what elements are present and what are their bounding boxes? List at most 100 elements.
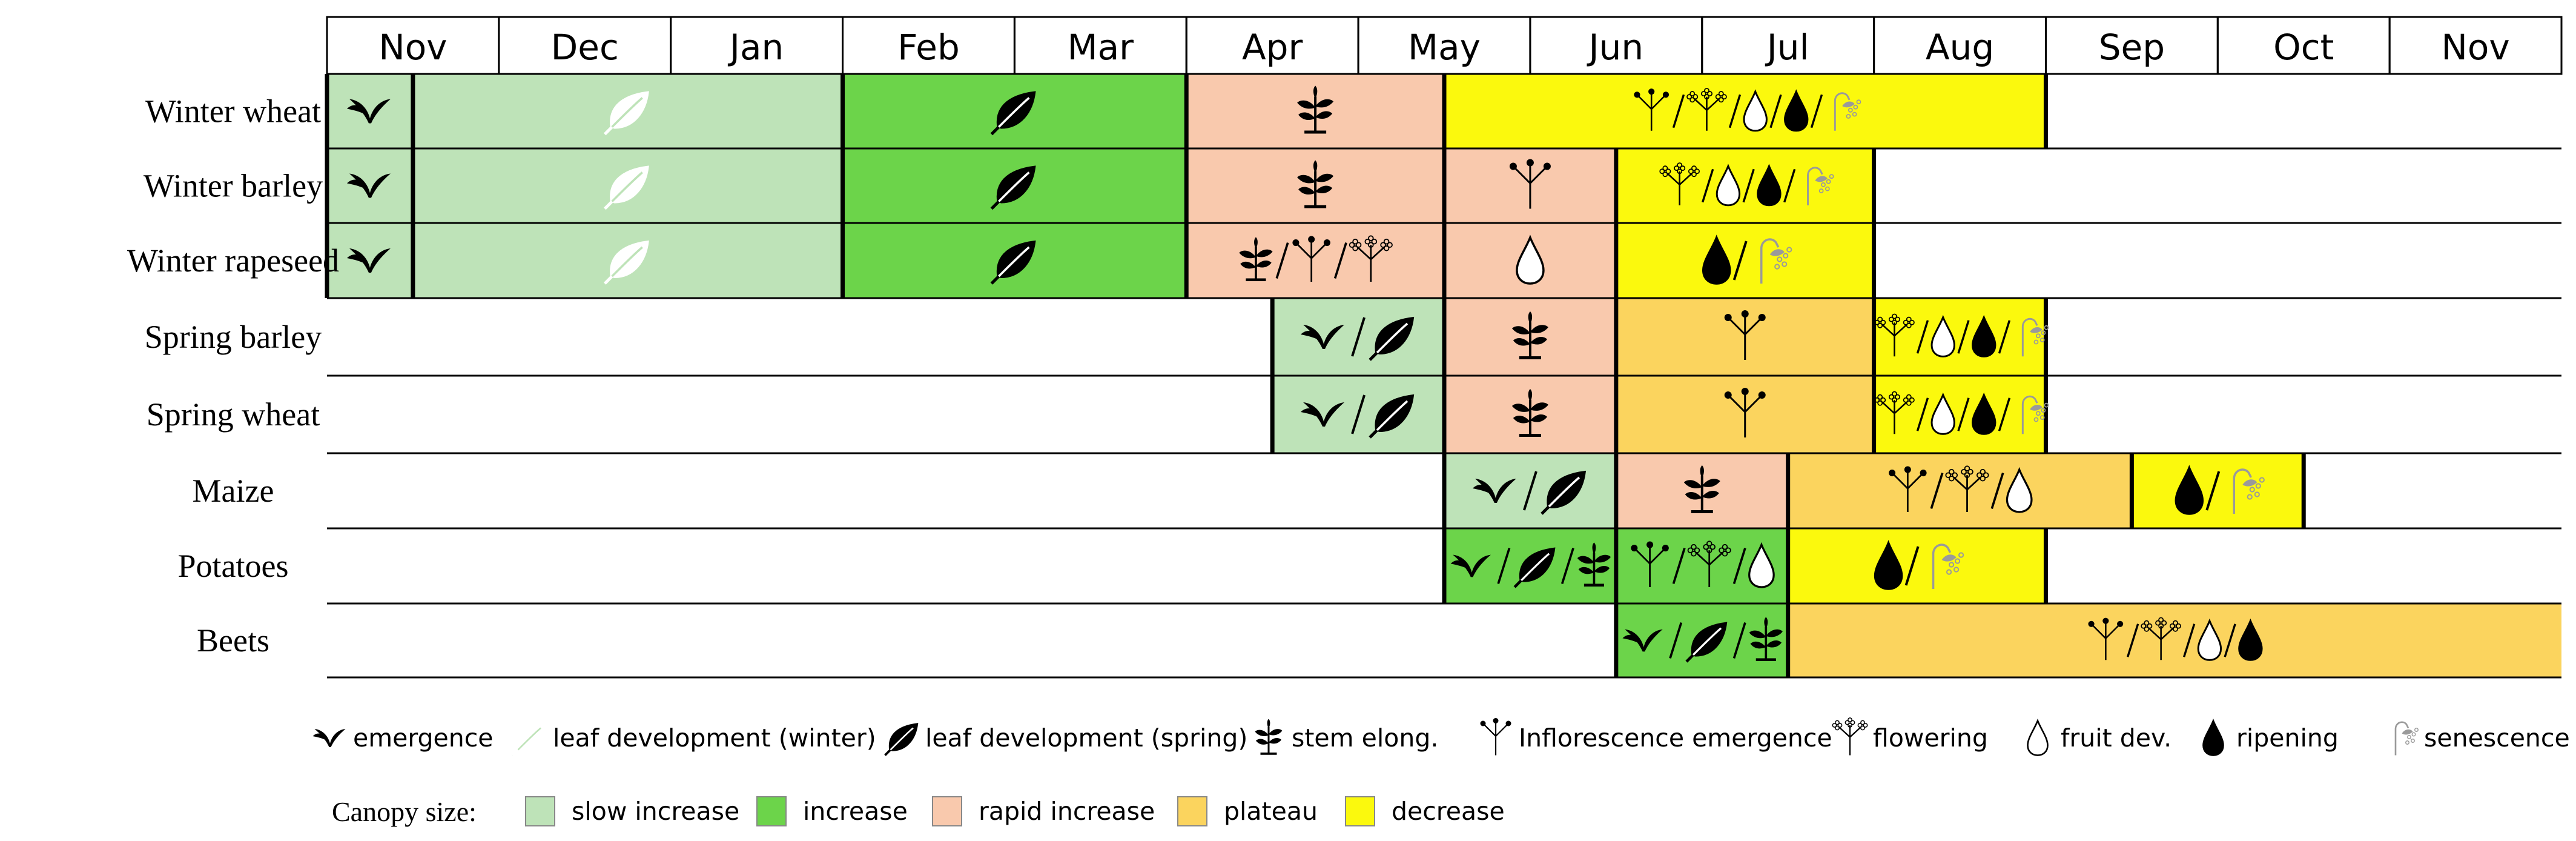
segment-winter-barley-5: [1616, 148, 1874, 223]
emergence-icon: [1301, 402, 1345, 427]
ripening-icon: [2238, 618, 2263, 661]
senescence-icon: [2021, 395, 2049, 434]
legend-canopy-label-4: decrease: [1392, 797, 1505, 826]
month-label-0: Nov: [378, 27, 447, 68]
crop-label-maize: Maize: [193, 473, 274, 509]
legend-stage-label-7: ripening: [2236, 723, 2339, 753]
fruit-development-icon: [1930, 392, 1955, 435]
stem-elongation-icon: [1511, 311, 1548, 359]
slash-separator: [1560, 548, 1574, 584]
month-label-4: Mar: [1068, 27, 1134, 68]
month-label-2: Jan: [728, 27, 784, 68]
segment-winter-wheat-0: [327, 74, 413, 148]
slash-separator: [2127, 623, 2139, 657]
slash-separator: [2224, 623, 2236, 657]
segment-maize-2: [1788, 453, 2132, 528]
ripening-icon: [1784, 89, 1809, 132]
leaf-winter-icon: [603, 91, 649, 136]
leaf-winter-icon: [512, 723, 546, 756]
senescence-icon: [2021, 317, 2049, 357]
ripening-icon: [1972, 392, 1996, 435]
emergence-icon: [346, 248, 391, 273]
legend-stage-label-3: stem elong.: [1292, 723, 1438, 753]
flowering-icon: [1832, 717, 1868, 756]
stage-icons: [346, 85, 2265, 663]
crop-label-beets: Beets: [197, 622, 269, 659]
slash-separator: [1669, 622, 1683, 659]
emergence-icon: [1450, 554, 1491, 577]
ripening-icon: [2175, 465, 2204, 515]
slash-separator: [1732, 241, 1748, 281]
slash-separator: [1916, 320, 1929, 354]
stem-elongation-icon: [1239, 237, 1273, 282]
slash-separator: [1732, 548, 1746, 584]
legend-swatch-rapid: [932, 796, 962, 826]
month-label-9: Aug: [1926, 27, 1994, 68]
slash-separator: [1351, 394, 1366, 434]
senescence-icon: [2233, 468, 2265, 514]
month-cell: [2388, 16, 2563, 75]
crop-label-winter-rapeseed: Winter rapeseed: [127, 242, 339, 279]
senescence-icon: [1807, 167, 1834, 205]
inflorescence-icon: [1292, 236, 1330, 282]
month-header: Nov Dec Jan Feb Mar Apr May Jun Jul Aug Sep Oct Nov: [326, 16, 2563, 75]
ripening-icon: [1702, 234, 1731, 285]
flowering-icon: [1874, 391, 1915, 434]
stem-elongation-icon: [1577, 542, 1611, 587]
fruit-development-icon: [1743, 89, 1768, 132]
stem-elongation-icon: [1255, 719, 1283, 755]
ripening-icon: [1972, 314, 1996, 357]
month-label-7: Jun: [1587, 27, 1644, 68]
slash-separator: [1672, 94, 1685, 128]
segment-spring-barley-3: [1874, 298, 2046, 376]
legend-stage-label-8: senescence: [2424, 723, 2570, 753]
fruit-development-icon: [2197, 618, 2222, 661]
flowering-icon: [2141, 617, 2181, 660]
legend-canopy-label-3: plateau: [1224, 797, 1318, 826]
grid-lines: [325, 74, 2561, 679]
month-label-12: Nov: [2441, 27, 2509, 68]
slash-separator: [1998, 320, 2011, 354]
inflorescence-icon: [1889, 466, 1927, 512]
senescence-icon: [1932, 543, 1964, 589]
slash-separator: [1672, 548, 1686, 584]
slash-separator: [1904, 546, 1920, 586]
legend-swatch-decrease: [1345, 796, 1375, 826]
ripening-icon: [2202, 718, 2224, 756]
segment-beets-1: [1788, 603, 2561, 677]
fruit-development-icon: [2006, 467, 2033, 513]
slash-separator: [2205, 471, 2221, 511]
flowering-icon: [1687, 540, 1731, 587]
month-label-6: May: [1408, 27, 1481, 68]
phase-segments: [327, 74, 2561, 677]
flowering-icon: [1945, 465, 1989, 512]
senescence-icon: [1834, 92, 1861, 131]
segment-winter-rapeseed-5: [1616, 223, 1874, 298]
leaf-spring-icon: [1685, 622, 1728, 663]
inflorescence-icon: [1509, 159, 1551, 209]
inflorescence-icon: [1631, 541, 1669, 587]
inflorescence-icon: [1724, 388, 1766, 437]
inflorescence-icon: [1724, 310, 1766, 360]
segment-spring-wheat-3: [1874, 376, 2046, 453]
slash-separator: [1916, 397, 1929, 431]
crop-label-potatoes: Potatoes: [178, 548, 289, 584]
crop-labels: Winter wheat Winter barley Winter rapeseed…: [127, 93, 339, 659]
month-label-8: Jul: [1765, 27, 1809, 68]
slash-separator: [1998, 397, 2011, 431]
slash-separator: [1732, 622, 1746, 659]
month-label-11: Oct: [2273, 27, 2334, 68]
leaf-spring-icon: [1513, 547, 1556, 588]
leaf-winter-icon: [603, 165, 649, 210]
legend-canopy-label-0: slow increase: [572, 797, 739, 826]
emergence-icon: [312, 729, 346, 747]
segment-potatoes-2: [1788, 528, 2046, 603]
inflorescence-icon: [1634, 88, 1669, 131]
slash-separator: [1275, 242, 1289, 279]
slash-separator: [1333, 242, 1347, 279]
leaf-spring-icon: [990, 165, 1036, 210]
legend-stage-label-4: Inflorescence emergence: [1519, 723, 1832, 753]
stem-elongation-icon: [1683, 465, 1720, 513]
month-label-1: Dec: [551, 27, 619, 68]
